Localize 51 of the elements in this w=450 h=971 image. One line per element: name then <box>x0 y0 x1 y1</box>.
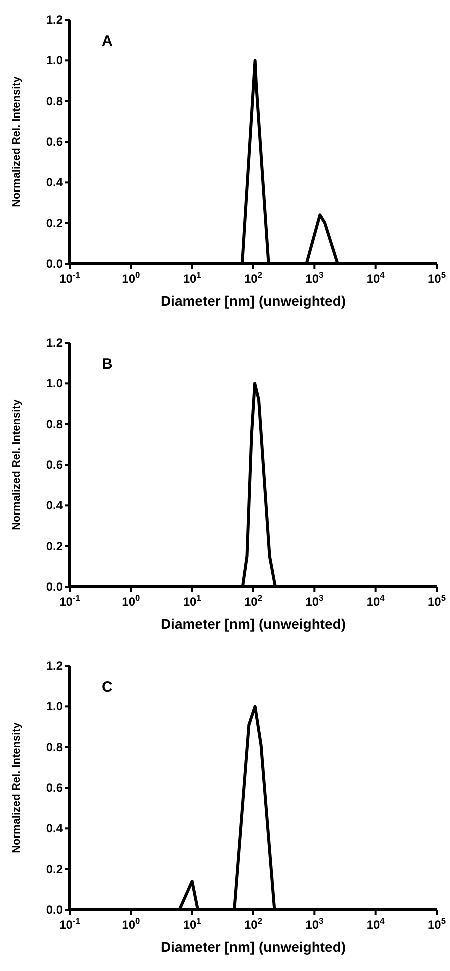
y-tick-label: 0.2 <box>46 216 64 230</box>
y-tick-label: 0.8 <box>46 94 64 108</box>
x-tick-label: 10$^{0}$ <box>122 593 141 609</box>
y-axis-title: Normalized Rel. Intensity <box>11 398 23 530</box>
y-tick-label: 0.4 <box>46 498 64 513</box>
y-tick-label: 0.8 <box>46 740 64 754</box>
y-axis-title: Normalized Rel. Intensity <box>11 722 23 854</box>
x-tick-label: 10$^{0}$ <box>122 916 141 932</box>
x-tick-label: 10$^{5}$ <box>428 593 446 609</box>
x-tick-label: 10$^{-1}$ <box>60 270 81 286</box>
x-tick-label: 10$^{4}$ <box>366 270 386 286</box>
annotation: C <box>102 679 113 696</box>
x-tick-label: 10$^{0}$ <box>122 270 141 286</box>
y-tick-label: 0.0 <box>46 257 64 271</box>
y-tick-label: 1.2 <box>46 13 64 27</box>
annotation: B <box>102 356 113 373</box>
x-tick-label: 10$^{3}$ <box>306 270 324 286</box>
y-axis-title: Normalized Rel. Intensity <box>11 76 23 208</box>
y-tick-label: 1.0 <box>46 376 64 391</box>
x-tick-label: 10$^{-1}$ <box>60 916 81 932</box>
x-tick-label: 10$^{3}$ <box>306 593 324 609</box>
x-tick-label: 10$^{1}$ <box>183 270 202 286</box>
x-tick-label: 10$^{4}$ <box>366 916 386 932</box>
y-tick-label: 0.2 <box>46 539 64 554</box>
x-tick-label: 10$^{2}$ <box>244 916 263 932</box>
x-tick-label: 10$^{4}$ <box>366 593 386 609</box>
y-tick-label: 0.6 <box>46 781 64 795</box>
x-axis-title: Diameter [nm] (unweighted) <box>160 939 346 955</box>
x-axis-title: Diameter [nm] (unweighted) <box>160 616 346 632</box>
x-tick-label: 10$^{5}$ <box>428 916 446 932</box>
y-tick-label: 0.6 <box>46 135 64 149</box>
y-tick-label: 0.0 <box>46 903 64 917</box>
x-tick-label: 10$^{1}$ <box>183 916 202 932</box>
x-tick-label: 10$^{2}$ <box>244 593 263 609</box>
y-tick-label: 0.4 <box>46 176 64 190</box>
annotation: A <box>102 33 113 50</box>
y-tick-label: 1.0 <box>46 700 64 714</box>
x-tick-label: 10$^{3}$ <box>306 916 324 932</box>
y-tick-label: 0.0 <box>46 580 64 594</box>
y-tick-label: 1.0 <box>46 54 64 68</box>
x-tick-label: 10$^{1}$ <box>183 593 202 609</box>
y-tick-label: 0.4 <box>46 822 64 836</box>
x-tick-label: 10$^{2}$ <box>244 270 263 286</box>
y-tick-label: 0.2 <box>46 862 64 876</box>
x-tick-label: 10$^{-1}$ <box>60 593 81 609</box>
x-axis-title: Diameter [nm] (unweighted) <box>160 293 346 309</box>
y-tick-label: 0.6 <box>46 458 64 472</box>
y-tick-label: 1.2 <box>46 659 64 673</box>
y-tick-label: 1.2 <box>46 336 64 350</box>
y-tick-label: 0.8 <box>46 417 64 432</box>
x-tick-label: 10$^{5}$ <box>428 270 446 286</box>
